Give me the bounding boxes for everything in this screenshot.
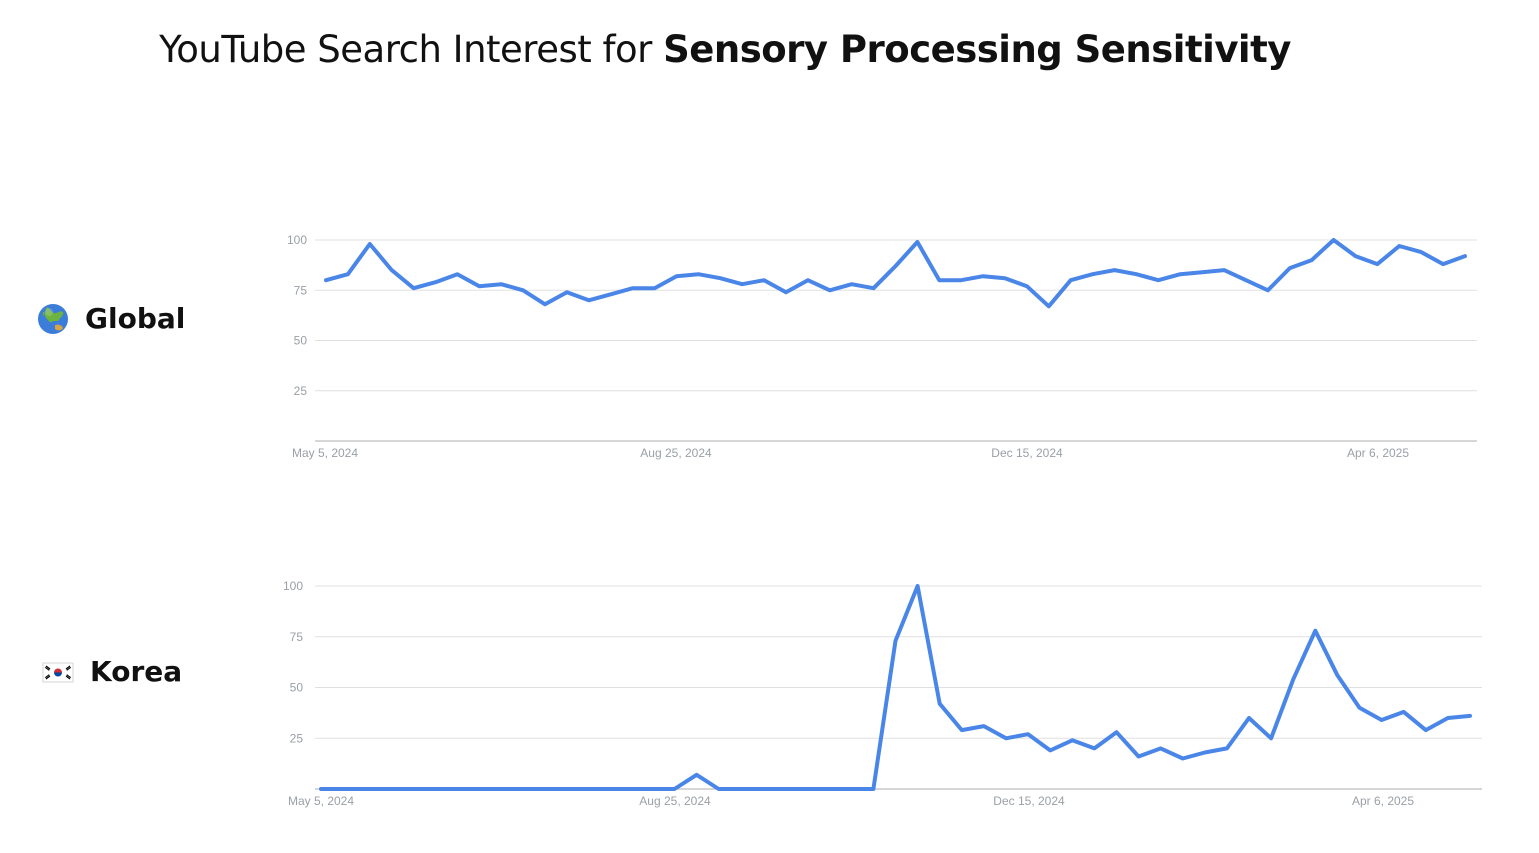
x-tick-label: Dec 15, 2024 [993, 794, 1065, 808]
page-title: YouTube Search Interest for Sensory Proc… [0, 28, 1450, 71]
x-tick-label: Aug 25, 2024 [640, 446, 712, 460]
y-tick-label: 75 [294, 283, 308, 297]
y-tick-label: 25 [294, 384, 308, 398]
y-tick-label: 50 [290, 681, 304, 695]
y-tick-label: 100 [283, 579, 303, 593]
x-tick-label: May 5, 2024 [288, 794, 354, 808]
y-tick-label: 75 [290, 630, 304, 644]
title-topic: Sensory Processing Sensitivity [663, 28, 1291, 71]
series-line [319, 584, 1472, 791]
y-tick-label: 25 [290, 731, 304, 745]
x-tick-label: Aug 25, 2024 [639, 794, 711, 808]
region-label-global: Global [37, 302, 185, 335]
x-tick-label: Apr 6, 2025 [1352, 794, 1414, 808]
south-korea-flag-icon [42, 662, 74, 682]
x-tick-label: Dec 15, 2024 [991, 446, 1063, 460]
y-tick-label: 100 [287, 233, 307, 247]
y-tick-label: 50 [294, 334, 308, 348]
region-name-korea: Korea [90, 655, 183, 688]
x-tick-label: May 5, 2024 [292, 446, 358, 460]
globe-asia-australia-icon [38, 303, 68, 334]
region-name-global: Global [85, 302, 186, 335]
x-tick-label: Apr 6, 2025 [1347, 446, 1409, 460]
title-prefix: YouTube Search Interest for [159, 28, 652, 71]
series-line [324, 238, 1467, 309]
region-label-korea: Korea [42, 655, 182, 688]
